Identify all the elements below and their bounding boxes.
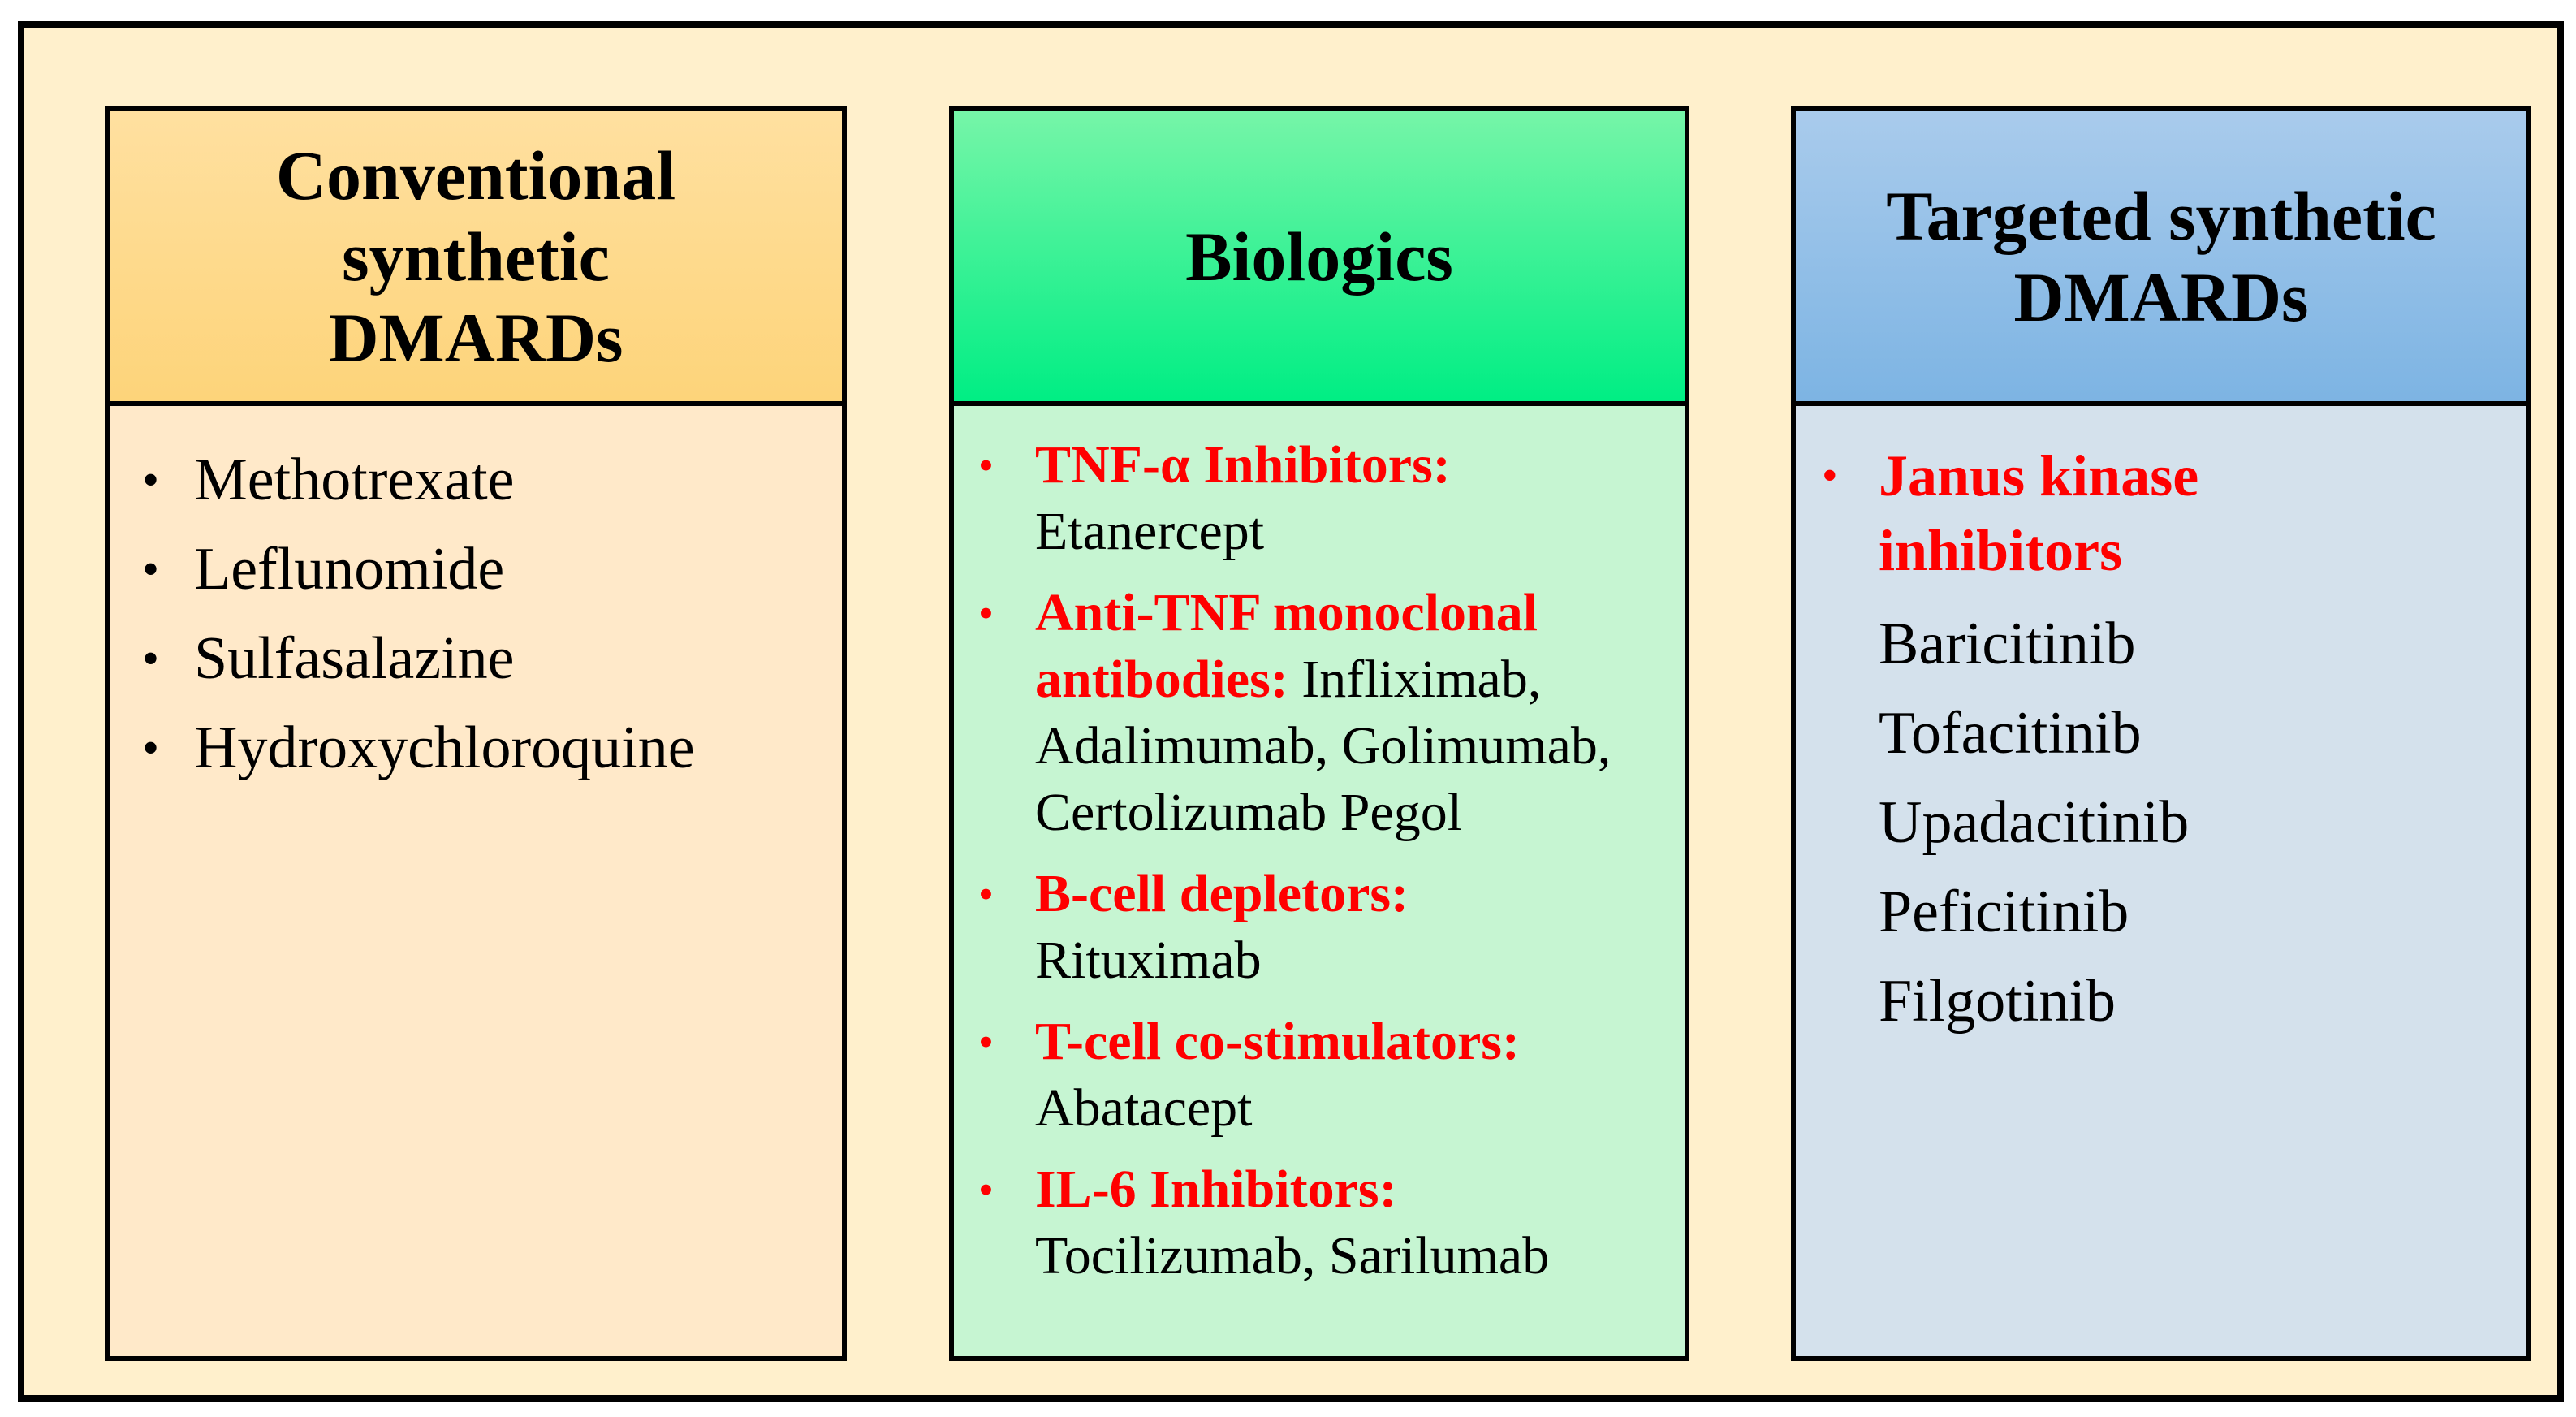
diagram-frame: Conventional synthetic DMARDs • Methotrex… — [18, 21, 2564, 1402]
category-label: T-cell co-stimulators: — [1035, 1012, 1520, 1071]
column-header: Conventional synthetic DMARDs — [110, 111, 842, 406]
bullet-icon: • — [978, 441, 994, 490]
bullet-icon: • — [142, 453, 160, 507]
column-conventional-synthetic-dmards: Conventional synthetic DMARDs • Methotrex… — [105, 106, 847, 1361]
category-item: • B-cell depletors: Rituximab — [978, 861, 1628, 994]
list-item: • Methotrexate — [142, 435, 842, 525]
column-header: Biologics — [954, 111, 1685, 406]
category-label: Anti-TNF monoclonal antibodies: — [1035, 583, 1538, 709]
column-biologics: Biologics • TNF-α Inhibitors: Etanercept… — [949, 106, 1689, 1361]
category-item: • T-cell co-stimulators: Abatacept — [978, 1009, 1628, 1142]
bullet-icon: • — [142, 632, 160, 685]
drug-name: Hydroxychloroquine — [194, 715, 695, 781]
category-list: • Janus kinase inhibitors — [1796, 406, 2526, 588]
drug-name: Methotrexate — [194, 447, 515, 513]
category-label: Janus kinase inhibitors — [1879, 443, 2199, 583]
drug-names: Tocilizumab, Sarilumab — [1035, 1226, 1550, 1285]
list-item: • Sulfasalazine — [142, 614, 842, 703]
bullet-icon: • — [142, 542, 160, 596]
category-label: B-cell depletors: — [1035, 864, 1409, 923]
drug-names: Etanercept — [1035, 502, 1265, 561]
drug-names: Abatacept — [1035, 1078, 1253, 1138]
category-label: IL-6 Inhibitors: — [1035, 1160, 1397, 1219]
category-label: TNF-α Inhibitors: — [1035, 435, 1451, 495]
bullet-icon: • — [978, 589, 994, 637]
column-header: Targeted synthetic DMARDs — [1796, 111, 2526, 406]
category-item: • Anti-TNF monoclonal antibodies: Inflix… — [978, 580, 1628, 846]
column-targeted-synthetic-dmards: Targeted synthetic DMARDs • Janus kinase… — [1791, 106, 2531, 1361]
drug-list: • Methotrexate • Leflunomide • Sulfasalazin… — [110, 406, 842, 793]
bullet-icon: • — [978, 1017, 994, 1066]
drug-names: Rituximab — [1035, 931, 1262, 990]
category-item: • Janus kinase inhibitors — [1822, 438, 2526, 588]
bullet-icon: • — [142, 721, 160, 775]
category-item: • IL-6 Inhibitors: Tocilizumab, Sariluma… — [978, 1156, 1628, 1290]
list-item: • Hydroxychloroquine — [142, 703, 842, 793]
bullet-icon: • — [978, 870, 994, 918]
bullet-icon: • — [978, 1165, 994, 1214]
drug-names: Infliximab, Adalimumab, Golimumab, Certo… — [1035, 650, 1612, 842]
drug-name: Baricitinib — [1879, 611, 2136, 677]
column-body: • Methotrexate • Leflunomide • Sulfasalazin… — [110, 406, 842, 1356]
list-item: • Leflunomide — [142, 525, 842, 614]
category-item: • TNF-α Inhibitors: Etanercept — [978, 432, 1628, 565]
bullet-icon: • — [1822, 451, 1838, 501]
drug-name: Filgotinib — [1879, 968, 2116, 1035]
column-body: • TNF-α Inhibitors: Etanercept • Anti-TN… — [954, 406, 1685, 1356]
drug-list: Baricitinib Tofacitinib Upadacitinib Pef… — [1796, 599, 2526, 1046]
drug-name: Tofacitinib — [1879, 700, 2142, 767]
drug-name: Sulfasalazine — [194, 625, 515, 692]
column-body: • Janus kinase inhibitors Baricitinib To… — [1796, 406, 2526, 1356]
drug-name: Peficitinib — [1879, 879, 2129, 945]
drug-name: Upadacitinib — [1879, 789, 2190, 856]
drug-name: Leflunomide — [194, 536, 505, 603]
category-list: • TNF-α Inhibitors: Etanercept • Anti-TN… — [954, 406, 1685, 1290]
